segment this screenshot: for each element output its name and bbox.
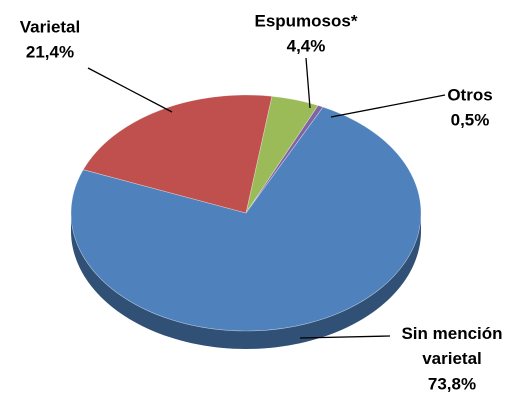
category-label: Sin mención varietal (401, 324, 502, 368)
leader-line (305, 57, 311, 109)
leader-line (330, 94, 446, 118)
category-label: Otros (447, 85, 492, 104)
value-label: 4,4% (287, 36, 326, 55)
slice (82, 94, 273, 214)
leader-line (299, 335, 391, 339)
value-label: 73,8% (428, 374, 476, 393)
value-label: 21,4% (26, 42, 74, 61)
category-label: Varietal (20, 17, 81, 36)
slice (70, 106, 422, 332)
leader-line (87, 67, 173, 113)
value-label: 0,5% (451, 110, 490, 129)
category-label: Espumosos* (255, 11, 358, 30)
